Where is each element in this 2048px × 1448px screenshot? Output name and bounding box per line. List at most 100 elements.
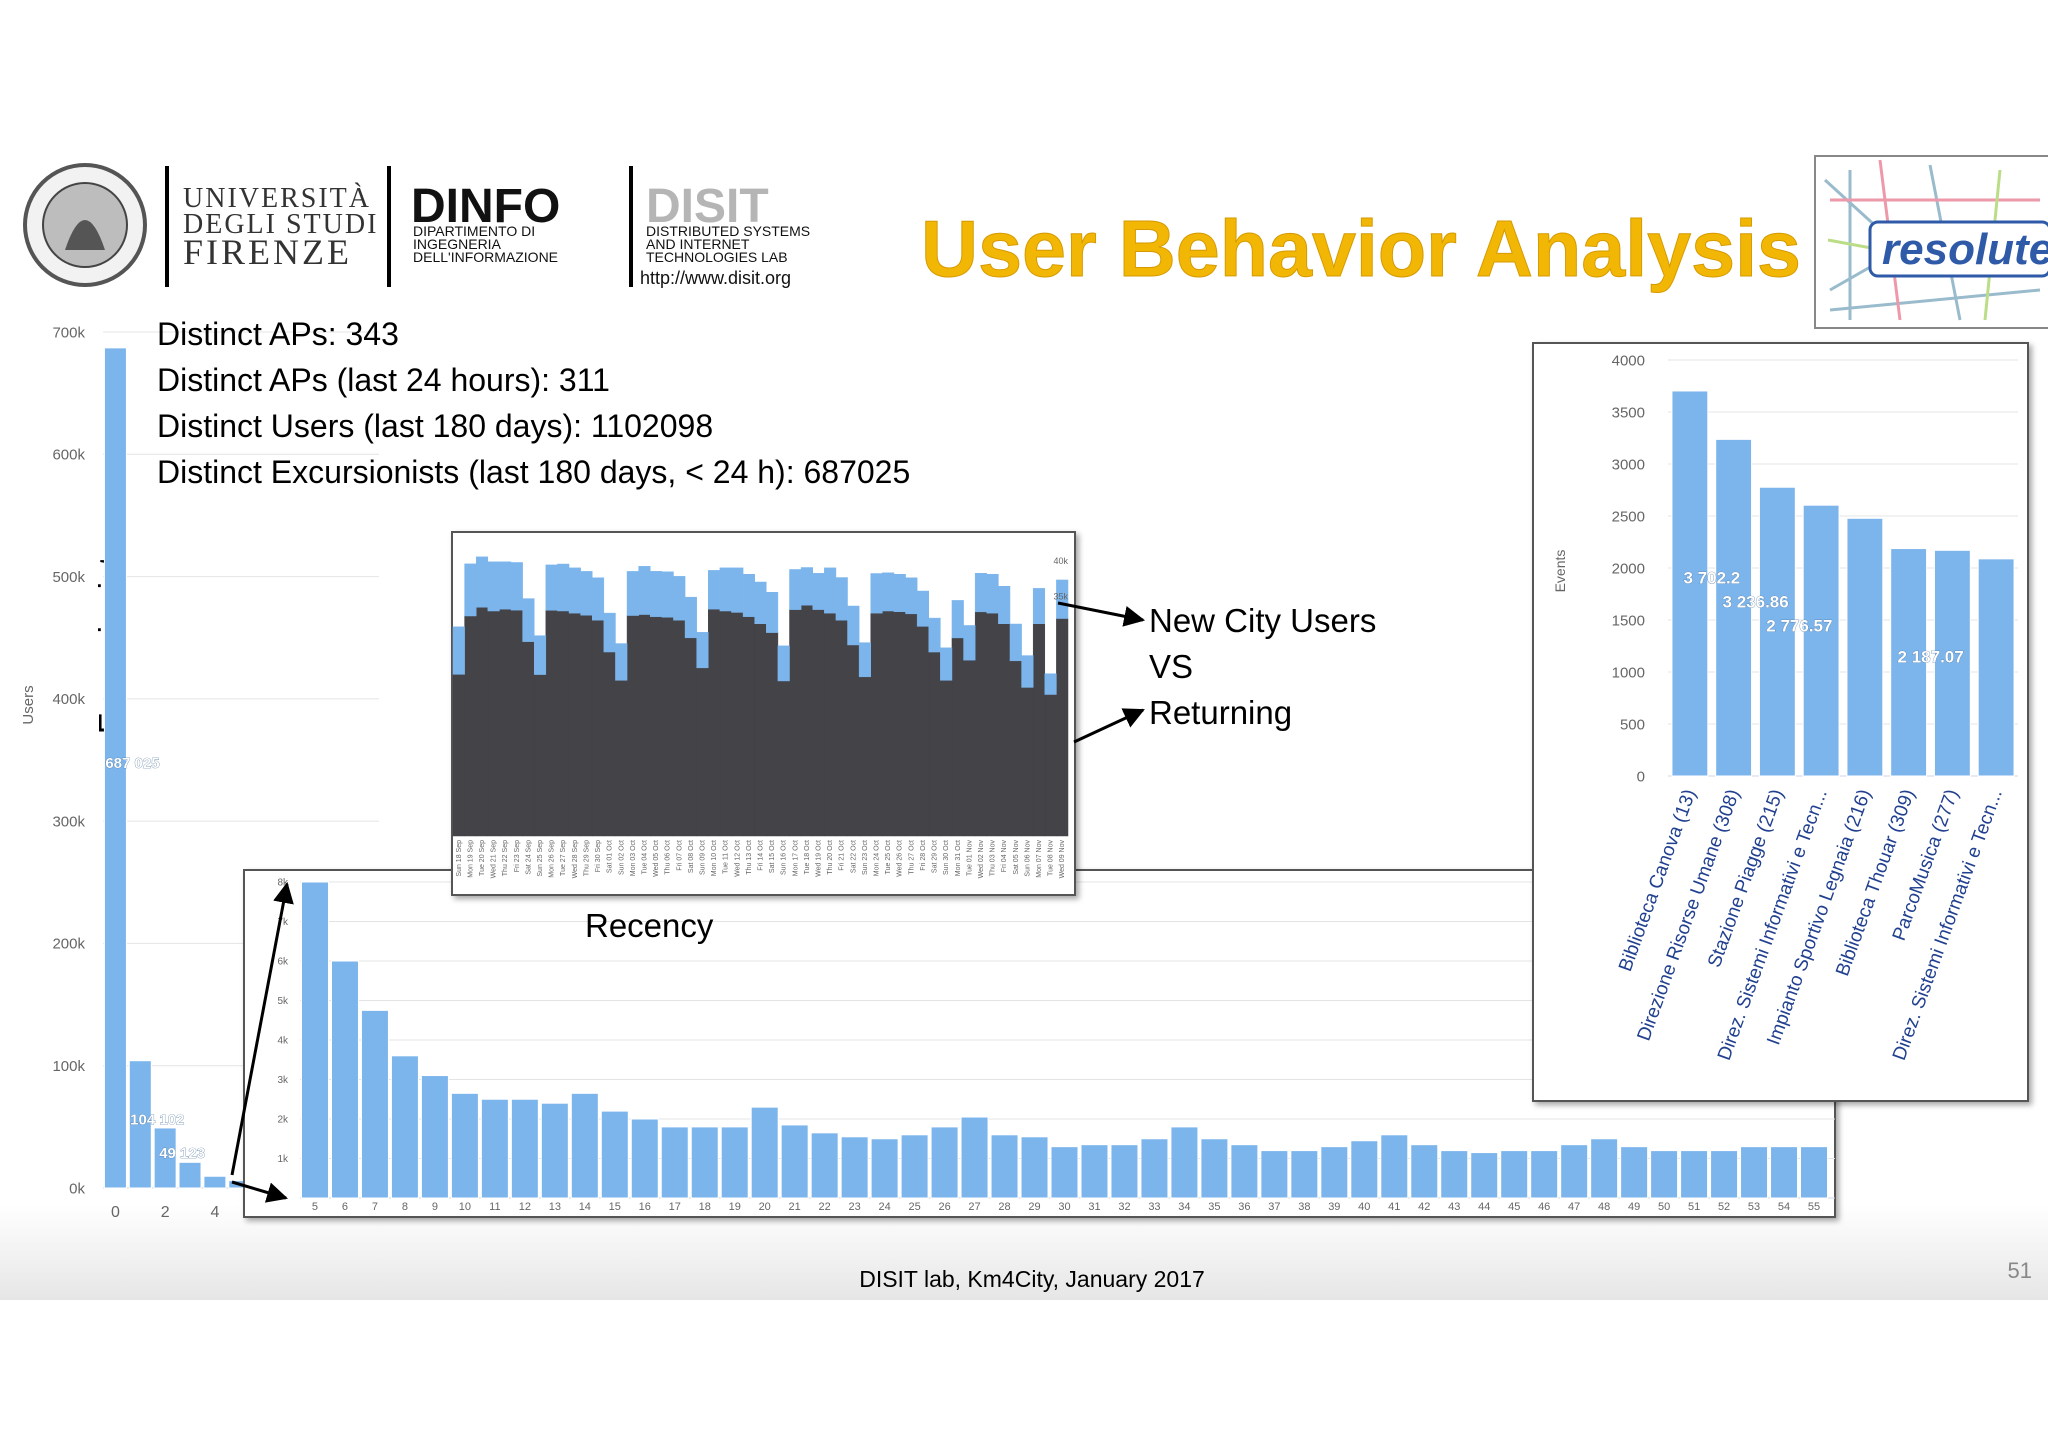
stat: Distinct Excursionists (last 180 days, <…: [157, 454, 910, 490]
x-tick-label: 16: [639, 1201, 651, 1213]
bar: [720, 1126, 749, 1199]
bar-segment: [708, 608, 721, 837]
bar-segment: [847, 605, 860, 646]
arrow: [1057, 601, 1146, 627]
bar-segment: [754, 581, 767, 625]
annotation: New City Users: [1149, 602, 1376, 639]
bar-segment: [731, 567, 744, 613]
x-tick-label: Sat 24 Sep: [525, 840, 532, 875]
x-tick-label: Thu 22 Sep: [502, 840, 509, 876]
x-tick-label: Sun 18 Sep: [456, 840, 463, 877]
x-tick-label: Mon 31 Oct: [955, 840, 962, 876]
bar: [1050, 1146, 1079, 1199]
bar-segment: [858, 676, 871, 837]
bar-segment: [777, 680, 790, 837]
bar-segment: [858, 642, 871, 678]
bar-segment: [812, 609, 825, 837]
bar-segment: [974, 573, 988, 613]
bar: [1770, 1146, 1799, 1199]
x-tick-label: Sun 06 Nov: [1024, 840, 1031, 877]
x-tick-label: Thu 06 Oct: [665, 840, 672, 875]
bar-segment: [626, 571, 639, 616]
bar: [1933, 549, 1971, 777]
y-tick-label: 3500: [1612, 404, 1645, 421]
dinfo-sub: DELL'INFORMAZIONE: [413, 249, 558, 265]
page-number: 51: [2008, 1258, 2032, 1283]
x-tick-label: 28: [998, 1201, 1010, 1213]
x-tick-label: Sun 25 Sep: [537, 840, 544, 877]
x-tick-label: Tue 27 Sep: [560, 840, 567, 876]
x-tick-label: 53: [1748, 1201, 1760, 1213]
x-tick-label: Wed 09 Nov: [1059, 840, 1066, 879]
bar-segment: [638, 614, 651, 837]
x-tick-label: 18: [699, 1201, 711, 1213]
x-tick-label: 44: [1478, 1201, 1490, 1213]
bar-segment: [731, 612, 744, 837]
x-tick-label: Tue 25 Oct: [885, 840, 892, 874]
bar-segment: [719, 610, 732, 837]
bar-segment: [533, 674, 547, 837]
bar-segment: [928, 651, 941, 837]
y-tick-label: 5k: [277, 996, 289, 1007]
y-tick-label: 200k: [52, 936, 85, 953]
bar: [360, 1009, 389, 1199]
bar: [1440, 1150, 1469, 1199]
bar-segment: [580, 615, 593, 837]
bar-segment: [452, 626, 465, 675]
bar-segment: [499, 561, 512, 610]
bar-segment: [754, 623, 767, 837]
bar-segment: [475, 556, 489, 608]
x-tick-label: Tue 18 Oct: [804, 840, 811, 874]
bar: [1230, 1144, 1259, 1199]
bar-segment: [777, 645, 790, 682]
disit-sub: AND INTERNET: [646, 236, 750, 252]
bar-segment: [650, 616, 663, 837]
x-tick-label: Mon 07 Nov: [1036, 840, 1043, 878]
bar: [1671, 390, 1709, 777]
bar: [930, 1126, 959, 1199]
bar-segment: [1009, 623, 1022, 662]
x-tick-label: Tue 20 Sep: [479, 840, 486, 876]
dinfo-logo: DINFO: [411, 180, 560, 233]
x-tick-label: 32: [1118, 1201, 1130, 1213]
bar-segment: [1021, 655, 1034, 688]
x-tick-label: 5: [312, 1201, 318, 1213]
bar-segment: [940, 647, 953, 681]
value-label: 3 702.2: [1684, 568, 1741, 587]
x-tick-label: Tue 04 Oct: [641, 840, 648, 874]
bar-segment: [905, 577, 918, 615]
x-tick-label: 11: [489, 1201, 500, 1213]
bar-segment: [568, 567, 581, 614]
x-tick-label: 6: [342, 1201, 348, 1213]
x-tick-label: 23: [849, 1201, 861, 1213]
bar-segment: [963, 625, 976, 661]
x-tick-label: 35: [1208, 1201, 1220, 1213]
bar-segment: [928, 617, 941, 653]
bar-segment: [545, 610, 558, 837]
annotation: Returning: [1149, 694, 1292, 731]
bar-segment: [800, 567, 813, 606]
disit-sub: DISTRIBUTED SYSTEMS: [646, 223, 810, 239]
bar-segment: [650, 571, 663, 617]
bar: [510, 1098, 539, 1199]
x-tick-label: 27: [968, 1201, 980, 1213]
y-tick-label: 40k: [1053, 556, 1068, 566]
bar-segment: [824, 612, 837, 837]
x-tick-label: 39: [1328, 1201, 1340, 1213]
disit-sub: TECHNOLOGIES LAB: [646, 249, 788, 265]
university-line: FIRENZE: [183, 232, 352, 272]
y-tick-label: 600k: [52, 447, 85, 464]
bar-segment: [603, 612, 616, 653]
bar: [1650, 1150, 1679, 1199]
bar-segment: [696, 667, 709, 837]
x-tick-label: 54: [1778, 1201, 1790, 1213]
y-tick-label: 4k: [277, 1036, 289, 1047]
bar: [1740, 1146, 1769, 1199]
bar: [178, 1161, 202, 1189]
bar-segment: [870, 612, 883, 837]
bar-segment: [522, 598, 535, 642]
bar: [1758, 486, 1796, 777]
value-label: 3 236.86: [1723, 593, 1789, 612]
x-tick-label: Tue 08 Nov: [1048, 840, 1055, 876]
bar: [1530, 1150, 1559, 1199]
